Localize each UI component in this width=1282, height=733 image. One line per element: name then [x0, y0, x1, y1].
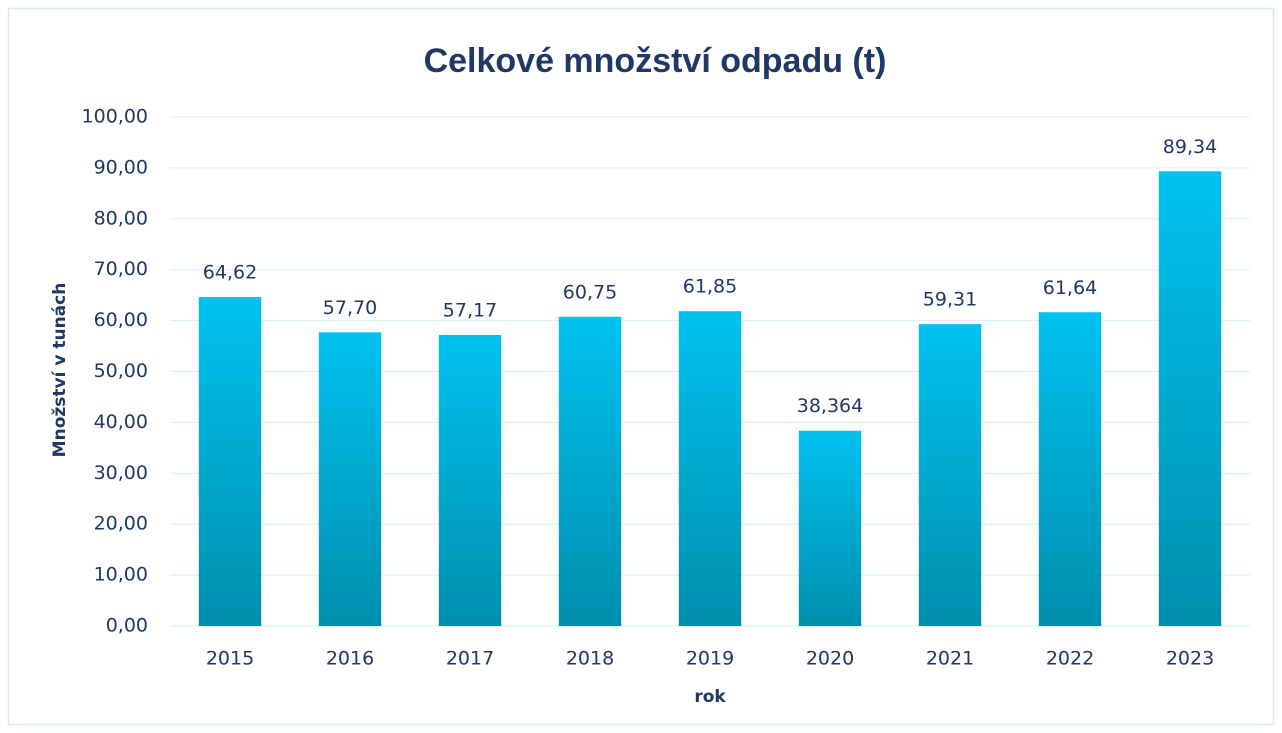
bar: [918, 324, 982, 626]
y-tick-label: 90,00: [94, 156, 148, 178]
data-label: 89,34: [1163, 136, 1217, 158]
y-tick-label: 70,00: [94, 258, 148, 280]
x-tick-label: 2023: [1166, 648, 1214, 670]
x-tick-label: 2022: [1046, 648, 1094, 670]
y-axis-label: Množství v tunách: [50, 283, 70, 458]
bar: [318, 332, 382, 626]
bar: [1158, 171, 1222, 626]
y-tick-label: 0,00: [106, 615, 148, 637]
data-label: 60,75: [563, 281, 617, 303]
data-label: 57,70: [323, 297, 377, 319]
y-tick-label: 80,00: [94, 207, 148, 229]
bar: [198, 297, 262, 626]
y-tick-label: 60,00: [94, 309, 148, 331]
x-axis-label: rok: [694, 687, 726, 707]
data-label: 38,364: [797, 395, 863, 417]
bar: [1038, 312, 1102, 626]
bar: [558, 316, 622, 626]
y-tick-label: 20,00: [94, 513, 148, 535]
bar: [798, 430, 862, 626]
x-tick-label: 2017: [446, 648, 494, 670]
y-tick-label: 50,00: [94, 360, 148, 382]
data-label: 61,64: [1043, 277, 1097, 299]
x-tick-label: 2016: [326, 648, 374, 670]
y-tick-label: 10,00: [94, 564, 148, 586]
y-tick-label: 30,00: [94, 462, 148, 484]
x-tick-label: 2020: [806, 648, 854, 670]
data-label: 57,17: [443, 300, 497, 322]
bar: [438, 335, 502, 626]
y-tick-label: 40,00: [94, 411, 148, 433]
data-label: 64,62: [203, 262, 257, 284]
bar: [678, 311, 742, 626]
chart-title: Celkové množství odpadu (t): [424, 42, 887, 80]
x-tick-label: 2015: [206, 648, 254, 670]
x-tick-label: 2018: [566, 648, 614, 670]
y-tick-label: 100,00: [82, 106, 148, 128]
data-label: 61,85: [683, 276, 737, 298]
data-label: 59,31: [923, 289, 977, 311]
x-tick-label: 2021: [926, 648, 974, 670]
x-tick-label: 2019: [686, 648, 734, 670]
